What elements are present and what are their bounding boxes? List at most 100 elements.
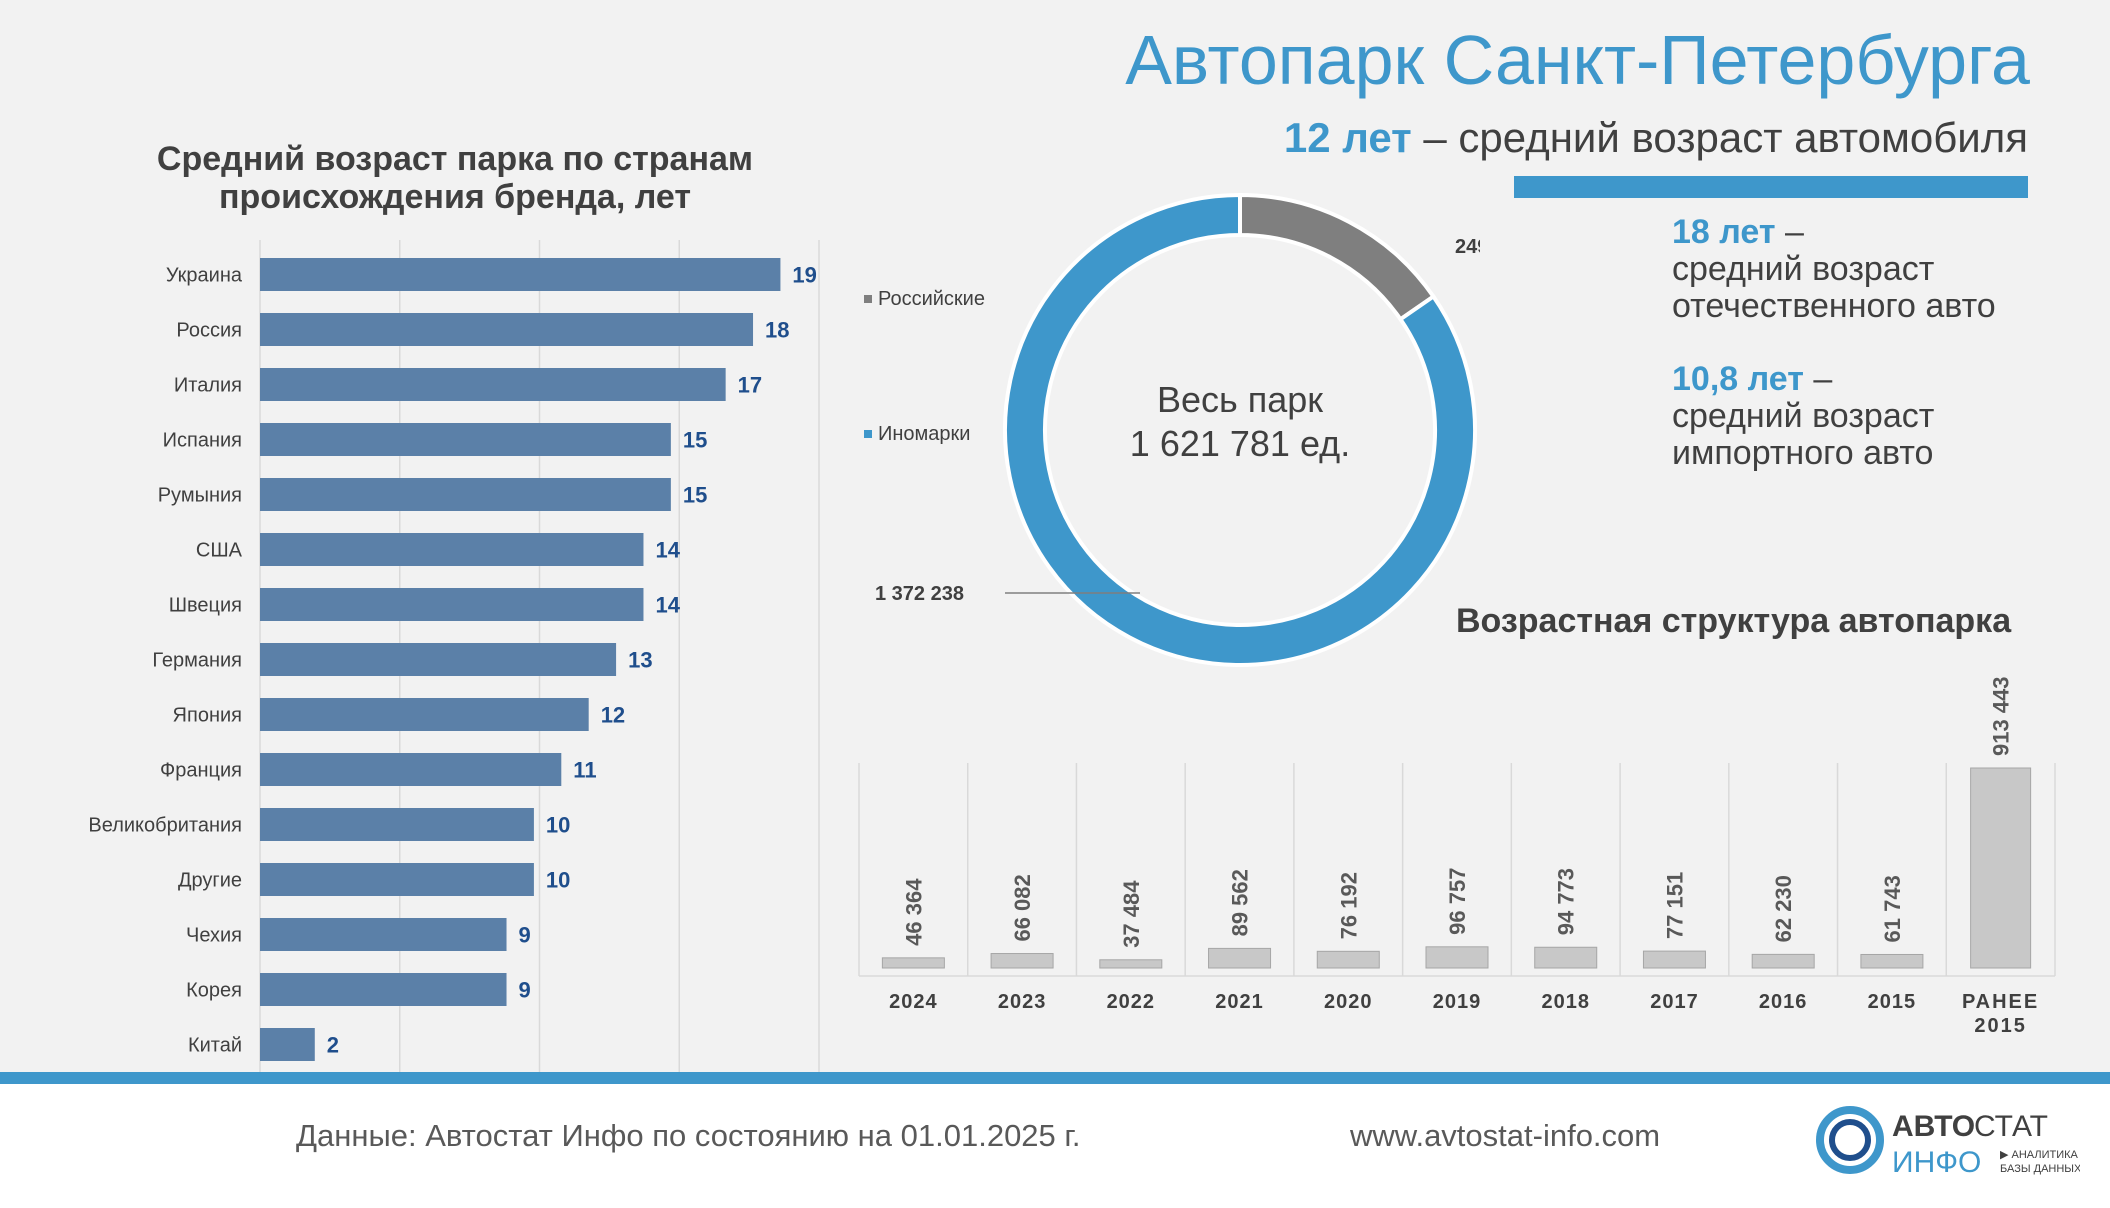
- logo-tag-2: БАЗЫ ДАННЫХ: [2000, 1163, 2080, 1175]
- slice-value-label: 249 543: [1455, 236, 1480, 258]
- category-label: США: [196, 540, 243, 562]
- data-label: 14: [655, 593, 680, 618]
- bar: [260, 698, 589, 731]
- category-label: 2017: [1650, 991, 1699, 1013]
- bar: [260, 753, 562, 786]
- bar: [260, 258, 781, 291]
- column: [1642, 950, 1706, 969]
- avg-age-line: 12 лет – средний возраст автомобиля: [1284, 112, 2028, 164]
- legend-label: Российские: [878, 288, 985, 310]
- category-label: Корея: [186, 980, 242, 1002]
- logo-word-avto: АВТО: [1892, 1110, 1975, 1143]
- avtostat-logo: АВТО СТАТ ИНФО ▶ АНАЛИТИКА БАЗЫ ДАННЫХ: [1816, 1106, 2080, 1179]
- data-label: 61 743: [1880, 875, 1905, 942]
- column: [1534, 946, 1598, 969]
- category-label-part: РАНЕЕ: [1962, 991, 2039, 1013]
- age-structure-chart: 46 364 2024 66 082 2023 37 484 2022 89 562 2021…: [858, 676, 2056, 1037]
- data-label: 15: [683, 483, 707, 508]
- footer-url-link[interactable]: www.avtostat-info.com: [1350, 1118, 1661, 1153]
- category-label: Румыния: [158, 485, 242, 507]
- category-label: 2023: [998, 991, 1047, 1013]
- data-label: 96 757: [1445, 868, 1470, 935]
- age-structure-title: Возрастная структура автопарка: [1456, 602, 2012, 640]
- legend-label: Иномарки: [878, 423, 970, 445]
- import-age-line2: импортного авто: [1672, 434, 1934, 472]
- bar: [260, 973, 507, 1006]
- category-label: Другие: [178, 870, 242, 892]
- avg-age-value: 12 лет: [1283, 114, 1412, 161]
- donut-center-line2: 1 621 781 ед.: [1130, 423, 1350, 464]
- bar: [260, 1028, 315, 1061]
- column: [1970, 767, 2032, 969]
- logo-word-info: ИНФО: [1892, 1146, 1981, 1179]
- data-label: 46 364: [901, 878, 926, 946]
- data-label: 18: [765, 318, 789, 343]
- data-label: 12: [601, 703, 625, 728]
- bar: [260, 863, 534, 896]
- category-label: 2015: [1868, 991, 1917, 1013]
- column: [1425, 946, 1489, 969]
- category-label: Франция: [160, 760, 242, 782]
- slice-value-label: 1 372 238: [875, 583, 964, 605]
- category-label: Украина: [166, 265, 243, 287]
- domestic-age-stat: 18 лет – средний возраст отечественного …: [1672, 214, 1996, 325]
- bar: [260, 918, 507, 951]
- fleet-donut-chart: Весь парк 1 621 781 ед. Российские Иномар…: [864, 192, 1480, 667]
- logo-icon: [1816, 1106, 1884, 1174]
- bar: [260, 808, 534, 841]
- data-label: 66 082: [1010, 874, 1035, 941]
- column: [1860, 953, 1924, 969]
- category-label: Германия: [152, 650, 242, 672]
- footer-band: [0, 1072, 2110, 1208]
- import-age-stat: 10,8 лет – средний возраст импортного ав…: [1672, 361, 1934, 472]
- domestic-age-line1: средний возраст: [1672, 250, 1935, 288]
- category-label: Чехия: [186, 925, 242, 947]
- category-label: Швеция: [169, 595, 242, 617]
- import-age-line1: средний возраст: [1672, 397, 1935, 435]
- logo-tag-1: ▶ АНАЛИТИКА: [2000, 1149, 2079, 1161]
- data-label: 17: [738, 373, 762, 398]
- data-label: 89 562: [1228, 869, 1253, 936]
- category-label: Испания: [163, 430, 242, 452]
- data-label: 14: [655, 538, 680, 563]
- bar: [260, 423, 671, 456]
- column: [1099, 959, 1163, 969]
- data-label: 10: [546, 868, 570, 893]
- import-age-dash: –: [1813, 360, 1833, 398]
- data-label: 62 230: [1771, 875, 1796, 942]
- bar: [260, 368, 726, 401]
- category-label: Китай: [188, 1035, 242, 1057]
- data-label: 913 443: [1989, 676, 2014, 756]
- donut-slice: [1238, 192, 1437, 323]
- data-label: 94 773: [1554, 868, 1579, 935]
- category-label: 2016: [1759, 991, 1808, 1013]
- bar: [260, 313, 754, 346]
- data-label: 9: [519, 923, 531, 948]
- column: [1208, 947, 1272, 969]
- donut-slice: [1003, 192, 1477, 667]
- domestic-age-line2: отечественного авто: [1672, 287, 1996, 325]
- data-label: 37 484: [1119, 880, 1144, 948]
- category-label: Япония: [173, 705, 242, 727]
- category-label: Италия: [174, 375, 242, 397]
- country-chart-title: Средний возраст парка по странам происхо…: [156, 140, 754, 216]
- category-label: Великобритания: [88, 815, 242, 837]
- bar: [260, 533, 644, 566]
- title-underline: [1514, 176, 2028, 198]
- column: [990, 953, 1054, 969]
- data-label: 15: [683, 428, 707, 453]
- country-age-chart: Украина 19 Россия 18 Италия 17 Испания 15 Румыни…: [88, 240, 820, 1080]
- category-label-part: 2015: [1974, 1015, 2027, 1037]
- category-label: Россия: [176, 320, 242, 342]
- column: [1751, 953, 1815, 969]
- data-label: 77 151: [1662, 872, 1687, 939]
- column: [1316, 950, 1380, 969]
- category-label: 2019: [1433, 991, 1482, 1013]
- legend-swatch: [864, 295, 872, 303]
- data-label: 10: [546, 813, 570, 838]
- data-label: 13: [628, 648, 652, 673]
- legend-swatch: [864, 430, 872, 438]
- domestic-age-dash: –: [1784, 213, 1804, 251]
- bar: [260, 478, 671, 511]
- data-label: 76 192: [1336, 872, 1361, 939]
